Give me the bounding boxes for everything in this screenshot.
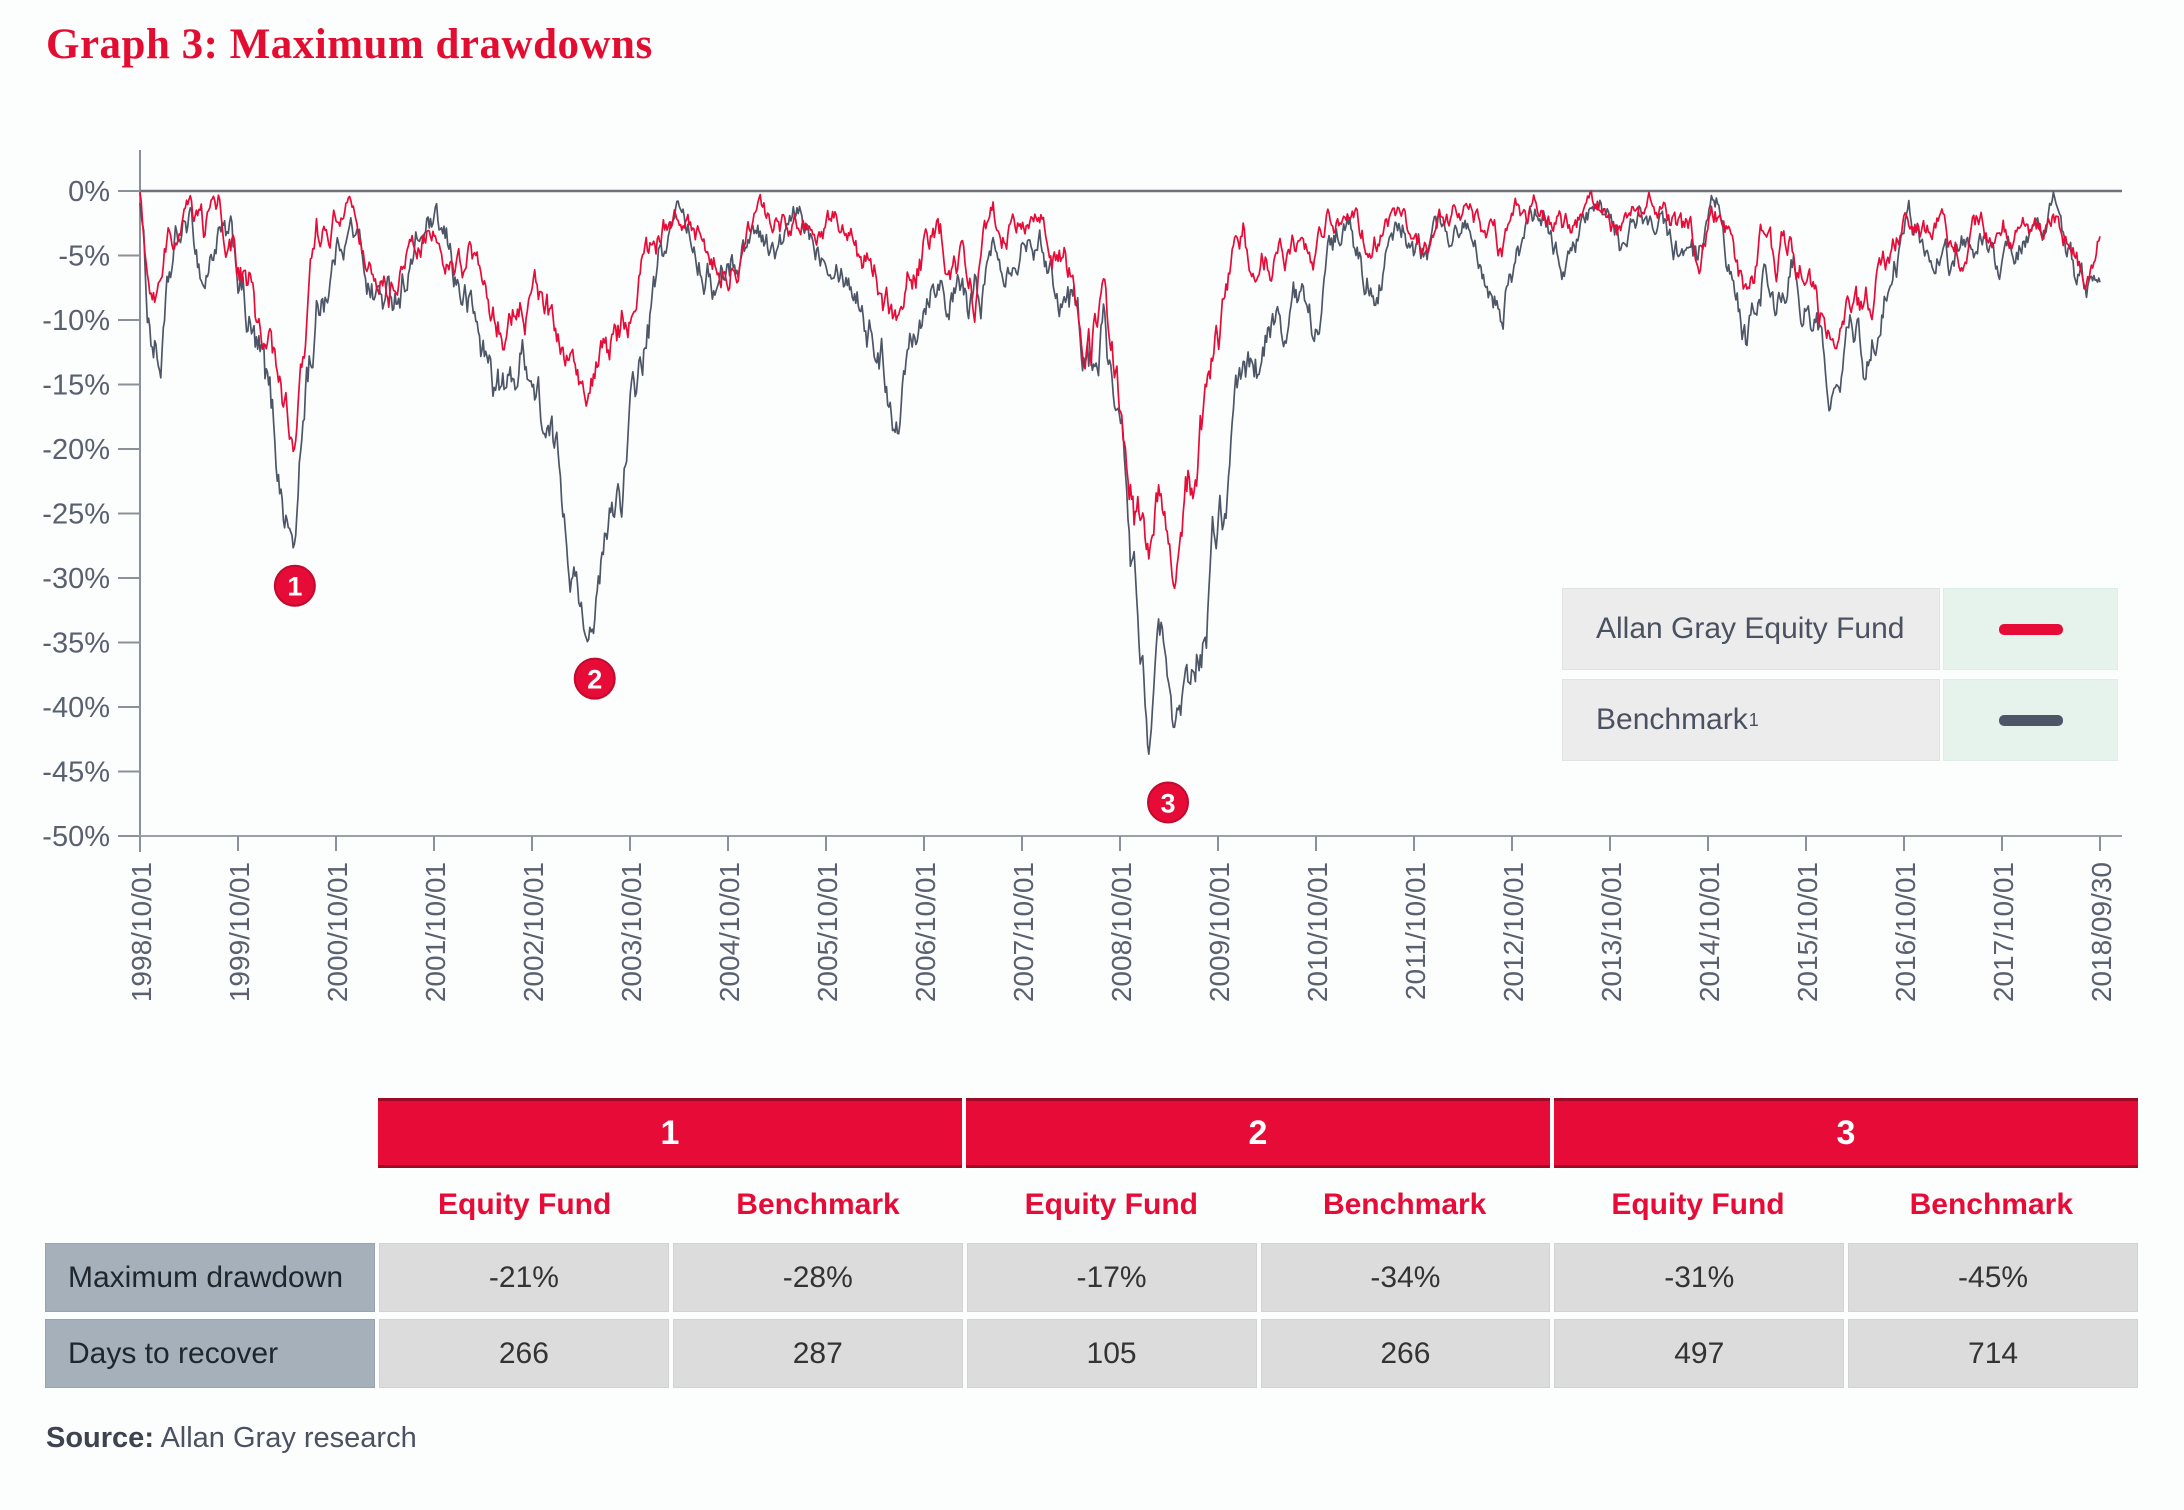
row-label: Days to recover (45, 1319, 375, 1388)
x-tick-label: 2010/10/01 (1302, 862, 1333, 1002)
x-tick-label: 2006/10/01 (910, 862, 941, 1002)
page-title: Graph 3: Maximum drawdowns (46, 21, 653, 68)
cell-value: -45% (1848, 1243, 2138, 1312)
chart-legend: Allan Gray Equity Fund Benchmark 1 (1562, 588, 2118, 770)
marker-badge-2 (573, 657, 616, 700)
x-tick-label: 2018/09/30 (2086, 862, 2117, 1002)
table-group-header-row: 1 2 3 (378, 1098, 2138, 1168)
x-tick-label: 2009/10/01 (1204, 862, 1235, 1002)
y-tick-label: -35% (42, 628, 110, 660)
col-header-benchmark-2: Benchmark (1322, 1188, 1487, 1221)
cell-value: 287 (672, 1319, 963, 1388)
table-row-days-to-recover: Days to recover 266 287 105 266 497 714 (45, 1319, 2138, 1388)
y-tick-label: -40% (42, 692, 110, 724)
group-header-1: 1 (378, 1098, 962, 1168)
marker-number-2: 2 (587, 665, 602, 695)
x-tick-label: 2013/10/01 (1596, 862, 1627, 1002)
cell-value: 266 (379, 1319, 669, 1388)
x-tick-label: 2008/10/01 (1106, 862, 1137, 1002)
legend-label-equity-fund: Allan Gray Equity Fund (1562, 588, 1940, 670)
cell-value: 714 (1848, 1319, 2138, 1388)
x-tick-label: 2000/10/01 (322, 862, 353, 1002)
x-tick-label: 2005/10/01 (812, 862, 843, 1002)
drawdown-line-chart: 0% -5% -10% -15% -20% -25% -30% -35% -40% -45% -50… (42, 150, 2122, 1002)
marker-badge-1 (273, 564, 316, 607)
series-line-benchmark (139, 191, 2101, 756)
equity-fund-line-swatch (1998, 623, 2063, 635)
x-tick-label: 2011/10/01 (1400, 862, 1431, 1000)
cell-value: -17% (966, 1243, 1257, 1312)
x-tick-label: 2015/10/01 (1792, 862, 1823, 1002)
group-header-3: 3 (1554, 1098, 2138, 1168)
legend-swatch-cell (1943, 588, 2118, 670)
y-tick-label: -10% (42, 305, 110, 337)
benchmark-line-swatch (1998, 714, 2063, 726)
col-header-equity-fund-1: Equity Fund (438, 1188, 612, 1221)
y-tick-label: -45% (42, 757, 110, 789)
marker-number-1: 1 (287, 572, 302, 602)
y-tick-label: -15% (42, 370, 110, 402)
row-label: Maximum drawdown (45, 1243, 375, 1312)
y-tick-label: 0% (68, 176, 110, 208)
cell-value: 105 (966, 1319, 1257, 1388)
cell-value: 497 (1554, 1319, 1845, 1388)
cell-value: -21% (379, 1243, 669, 1312)
col-header-equity-fund-2: Equity Fund (1024, 1188, 1198, 1221)
col-header-equity-fund-3: Equity Fund (1611, 1188, 1785, 1221)
x-tick-label: 1998/10/01 (126, 862, 157, 1002)
cell-value: 266 (1260, 1319, 1551, 1388)
x-tick-label: 2002/10/01 (518, 862, 549, 1002)
legend-superscript: 1 (1748, 709, 1759, 730)
x-tick-label: 1999/10/01 (224, 862, 255, 1002)
x-tick-label: 2004/10/01 (714, 862, 745, 1002)
cell-value: -34% (1260, 1243, 1551, 1312)
x-tick-label: 2016/10/01 (1890, 862, 1921, 1002)
table-column-header-row: Equity Fund Benchmark Equity Fund Benchm… (378, 1178, 2138, 1232)
source-text: Allan Gray research (153, 1422, 417, 1454)
x-tick-label: 2007/10/01 (1008, 862, 1039, 1002)
y-tick-label: -30% (42, 563, 110, 595)
legend-text: Benchmark (1596, 703, 1748, 736)
legend-label-benchmark: Benchmark 1 (1562, 679, 1940, 761)
source-note: Source: Allan Gray research (46, 1422, 417, 1455)
col-header-benchmark-1: Benchmark (736, 1188, 900, 1221)
col-header-benchmark-3: Benchmark (1909, 1188, 2074, 1221)
marker-number-3: 3 (1161, 788, 1176, 818)
legend-item-benchmark: Benchmark 1 (1562, 679, 2118, 761)
x-tick-label: 2003/10/01 (616, 862, 647, 1002)
y-tick-label: -25% (42, 499, 110, 531)
group-header-2: 2 (966, 1098, 1550, 1168)
y-tick-label: -50% (42, 821, 110, 853)
source-label: Source: (46, 1422, 154, 1454)
x-tick-label: 2017/10/01 (1988, 862, 2019, 1002)
cell-value: -28% (672, 1243, 963, 1312)
marker-badge-3 (1147, 781, 1190, 824)
legend-item-equity-fund: Allan Gray Equity Fund (1562, 588, 2118, 670)
y-tick-label: -5% (58, 241, 110, 273)
x-tick-label: 2014/10/01 (1694, 862, 1725, 1002)
x-tick-label: 2012/10/01 (1498, 862, 1529, 1002)
table-row-maximum-drawdown: Maximum drawdown -21% -28% -17% -34% -31… (45, 1243, 2138, 1312)
legend-text: Allan Gray Equity Fund (1596, 612, 1905, 645)
series-line-allan-gray-equity-fund (139, 190, 2101, 590)
legend-swatch-cell (1943, 679, 2118, 761)
y-tick-label: -20% (42, 434, 110, 466)
cell-value: -31% (1554, 1243, 1845, 1312)
x-tick-label: 2001/10/01 (420, 862, 451, 1002)
